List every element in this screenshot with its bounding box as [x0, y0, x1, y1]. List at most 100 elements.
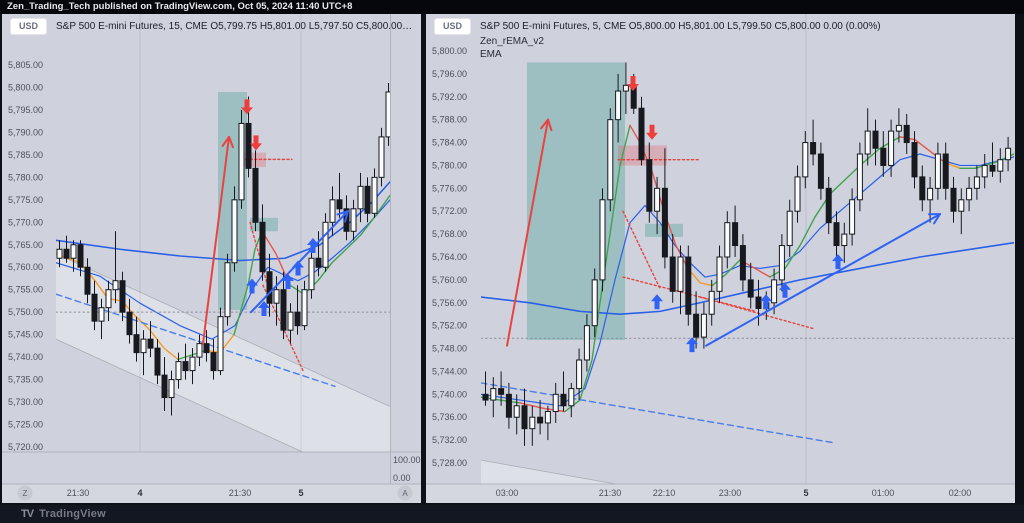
time-tick-label[interactable]: 03:00: [496, 488, 519, 498]
price-tick-label[interactable]: 5,750.00: [8, 307, 43, 317]
trend-up-arrow[interactable]: [705, 213, 941, 347]
stop-dotted-1-line[interactable]: [622, 210, 661, 290]
channel-edge[interactable]: [56, 338, 390, 492]
ema-mid-line[interactable]: [56, 199, 390, 340]
buy-signal-arrow-icon[interactable]: [779, 282, 791, 298]
price-tick-label[interactable]: 5,800.00: [432, 46, 467, 56]
candlestick-series[interactable]: [482, 62, 1012, 446]
buy-signal-arrow-icon[interactable]: [258, 300, 270, 316]
chart-window-5m[interactable]: 03:00 21:30 22:10 23:00 5 01:00 02:00 5,800.00 5…: [426, 14, 1015, 503]
buy-signal-arrow-icon[interactable]: [246, 278, 258, 294]
ema-fast-5-line[interactable]: [687, 267, 713, 287]
price-tick-label[interactable]: 5,805.00: [8, 60, 43, 70]
time-tick-label[interactable]: 21:30: [229, 488, 252, 498]
buy-signal-arrow-icon[interactable]: [832, 254, 844, 270]
price-tick-label[interactable]: 5,756.00: [432, 298, 467, 308]
price-tick-label[interactable]: 5,765.00: [8, 240, 43, 250]
buy-signal-arrow-icon[interactable]: [292, 260, 304, 276]
price-tick-label[interactable]: 5,772.00: [432, 206, 467, 216]
price-tick-label[interactable]: 5,752.00: [432, 321, 467, 331]
trend-up-arrow[interactable]: [250, 210, 349, 314]
trendline-dashed-line[interactable]: [481, 382, 836, 444]
chart-window-15m[interactable]: 100.00 0.00 21:30 4 21:30 5 Z A 5,805.00 5,800.00…: [2, 14, 421, 503]
sub-pane-scale-label[interactable]: 0.00: [393, 473, 411, 483]
sell-signal-arrow-icon[interactable]: [241, 99, 253, 115]
price-tick-label[interactable]: 5,735.00: [8, 375, 43, 385]
price-tick-label[interactable]: 5,732.00: [432, 435, 467, 445]
supply-retest-zone-zone[interactable]: [241, 152, 266, 168]
sell-signal-arrow-icon[interactable]: [627, 76, 639, 92]
price-tick-label[interactable]: 5,784.00: [432, 138, 467, 148]
price-tick-label[interactable]: 5,770.00: [8, 217, 43, 227]
price-tick-label[interactable]: 5,796.00: [432, 69, 467, 79]
buy-signal-arrow-icon[interactable]: [307, 238, 319, 254]
time-tick-label[interactable]: 21:30: [67, 488, 90, 498]
price-tick-label[interactable]: 5,748.00: [432, 344, 467, 354]
tradingview-logo-icon[interactable]: TV: [21, 508, 34, 520]
currency-button-5m[interactable]: USD: [434, 18, 472, 35]
impulse-up-arrow[interactable]: [506, 118, 549, 347]
time-tick-label[interactable]: 21:30: [599, 488, 622, 498]
price-tick-label[interactable]: 5,780.00: [8, 172, 43, 182]
price-tick-label[interactable]: 5,740.00: [432, 389, 467, 399]
time-tick-label[interactable]: 22:10: [653, 488, 676, 498]
price-tick-label[interactable]: 5,730.00: [8, 397, 43, 407]
price-tick-label[interactable]: 5,745.00: [8, 330, 43, 340]
stop-dotted-3-line[interactable]: [699, 296, 814, 330]
price-tick-label[interactable]: 5,760.00: [432, 275, 467, 285]
time-axis[interactable]: [426, 484, 1015, 503]
buy-signal-arrow-icon[interactable]: [760, 294, 772, 310]
time-tick-label[interactable]: 23:00: [719, 488, 742, 498]
plot-area[interactable]: [56, 14, 391, 492]
price-scale[interactable]: 5,805.00 5,800.00 5,795.00 5,790.00 5,785.00…: [8, 60, 43, 452]
price-tick-label[interactable]: 5,790.00: [8, 127, 43, 137]
price-tick-label[interactable]: 5,775.00: [8, 195, 43, 205]
symbol-title-15m[interactable]: S&P 500 E-mini Futures, 15, CME O5,799.7…: [56, 21, 413, 32]
buy-signal-arrow-icon[interactable]: [686, 337, 698, 353]
ema-fast-5-line[interactable]: [261, 230, 291, 286]
chart-canvas-15m[interactable]: 100.00 0.00 21:30 4 21:30 5 Z A 5,805.00 5,800.00…: [2, 14, 421, 503]
time-tick-label[interactable]: 01:00: [872, 488, 895, 498]
price-tick-label[interactable]: 5,788.00: [432, 115, 467, 125]
axis-button-z[interactable]: [17, 485, 33, 501]
axis-button-a[interactable]: [397, 485, 413, 501]
price-scale[interactable]: 5,800.00 5,796.00 5,792.00 5,788.00 5,784.00…: [432, 46, 467, 468]
price-tick-label[interactable]: 5,736.00: [432, 412, 467, 422]
time-tick-label[interactable]: 02:00: [949, 488, 972, 498]
price-tick-label[interactable]: 5,740.00: [8, 352, 43, 362]
indicator-label-zen-rema[interactable]: Zen_rEMA_v2: [480, 36, 544, 47]
price-tick-label[interactable]: 5,795.00: [8, 105, 43, 115]
price-tick-label[interactable]: 5,785.00: [8, 150, 43, 160]
ema-slow-line[interactable]: [481, 241, 1014, 316]
price-tick-label[interactable]: 5,725.00: [8, 420, 43, 430]
currency-button-15m[interactable]: USD: [10, 18, 48, 35]
buy-signal-arrow-icon[interactable]: [651, 294, 663, 310]
time-tick-label[interactable]: 5: [803, 488, 808, 498]
symbol-title-5m[interactable]: S&P 500 E-mini Futures, 5, CME O5,800.00…: [480, 21, 881, 32]
sub-pane-scale-label[interactable]: 100.00: [393, 455, 421, 465]
trendline-dashed-line[interactable]: [56, 293, 336, 388]
impulse-up-arrow[interactable]: [202, 135, 230, 345]
sell-signal-arrow-icon[interactable]: [250, 135, 262, 151]
price-tick-label[interactable]: 5,744.00: [432, 366, 467, 376]
price-tick-label[interactable]: 5,776.00: [432, 183, 467, 193]
indicator-label-ema[interactable]: EMA: [480, 49, 502, 60]
plot-area[interactable]: [481, 14, 1014, 503]
time-tick-label[interactable]: 4: [137, 488, 142, 498]
price-tick-label[interactable]: 5,720.00: [8, 442, 43, 452]
tradingview-brand-text[interactable]: TradingView: [39, 508, 106, 520]
ema-fast-4-line[interactable]: [233, 230, 263, 336]
chart-canvas-5m[interactable]: 03:00 21:30 22:10 23:00 5 01:00 02:005,800.005…: [426, 14, 1015, 503]
demand-zone-large-zone[interactable]: [527, 62, 625, 340]
channel-edge[interactable]: [481, 459, 1014, 503]
price-tick-label[interactable]: 5,760.00: [8, 262, 43, 272]
price-tick-label[interactable]: 5,800.00: [8, 82, 43, 92]
time-axis[interactable]: [2, 484, 421, 503]
time-tick-label[interactable]: 5: [298, 488, 303, 498]
price-tick-label[interactable]: 5,780.00: [432, 160, 467, 170]
price-tick-label[interactable]: 5,768.00: [432, 229, 467, 239]
sell-signal-arrow-icon[interactable]: [646, 124, 658, 140]
candlestick-series[interactable]: [56, 82, 391, 416]
price-tick-label[interactable]: 5,792.00: [432, 92, 467, 102]
price-tick-label[interactable]: 5,728.00: [432, 458, 467, 468]
